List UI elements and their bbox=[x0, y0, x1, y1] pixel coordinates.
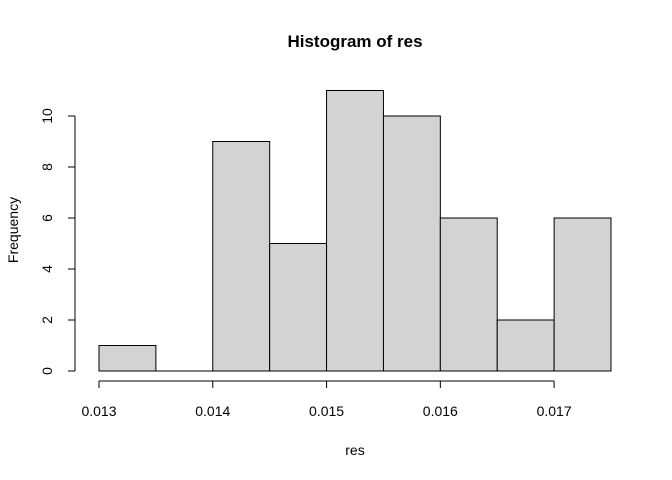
histogram-bar bbox=[212, 141, 271, 372]
chart-title: Histogram of res bbox=[287, 32, 422, 51]
x-tick-label: 0.013 bbox=[81, 403, 116, 419]
y-axis-label: Frequency bbox=[5, 197, 21, 263]
x-tick-label: 0.014 bbox=[195, 403, 230, 419]
x-axis: 0.013 0.014 0.015 0.016 0.017 bbox=[81, 380, 572, 419]
y-tick-label: 8 bbox=[39, 163, 55, 171]
histogram-bar bbox=[439, 217, 498, 372]
y-tick-label: 2 bbox=[39, 316, 55, 324]
histogram-bar bbox=[269, 243, 328, 372]
histogram-bar bbox=[382, 115, 441, 372]
x-tick-label: 0.016 bbox=[423, 403, 458, 419]
y-tick-label: 10 bbox=[39, 108, 55, 124]
x-axis-label: res bbox=[345, 442, 364, 458]
histogram-bar bbox=[98, 345, 157, 372]
histogram-bar bbox=[496, 319, 555, 372]
x-tick-label: 0.015 bbox=[309, 403, 344, 419]
y-tick-label: 0 bbox=[39, 367, 55, 375]
x-tick-label: 0.017 bbox=[537, 403, 572, 419]
y-axis: 0 2 4 6 8 10 bbox=[39, 108, 76, 375]
y-tick-label: 6 bbox=[39, 214, 55, 222]
y-tick-label: 4 bbox=[39, 265, 55, 273]
bars-group bbox=[98, 90, 612, 372]
histogram-bar bbox=[553, 217, 612, 372]
histogram-bar bbox=[326, 90, 384, 372]
